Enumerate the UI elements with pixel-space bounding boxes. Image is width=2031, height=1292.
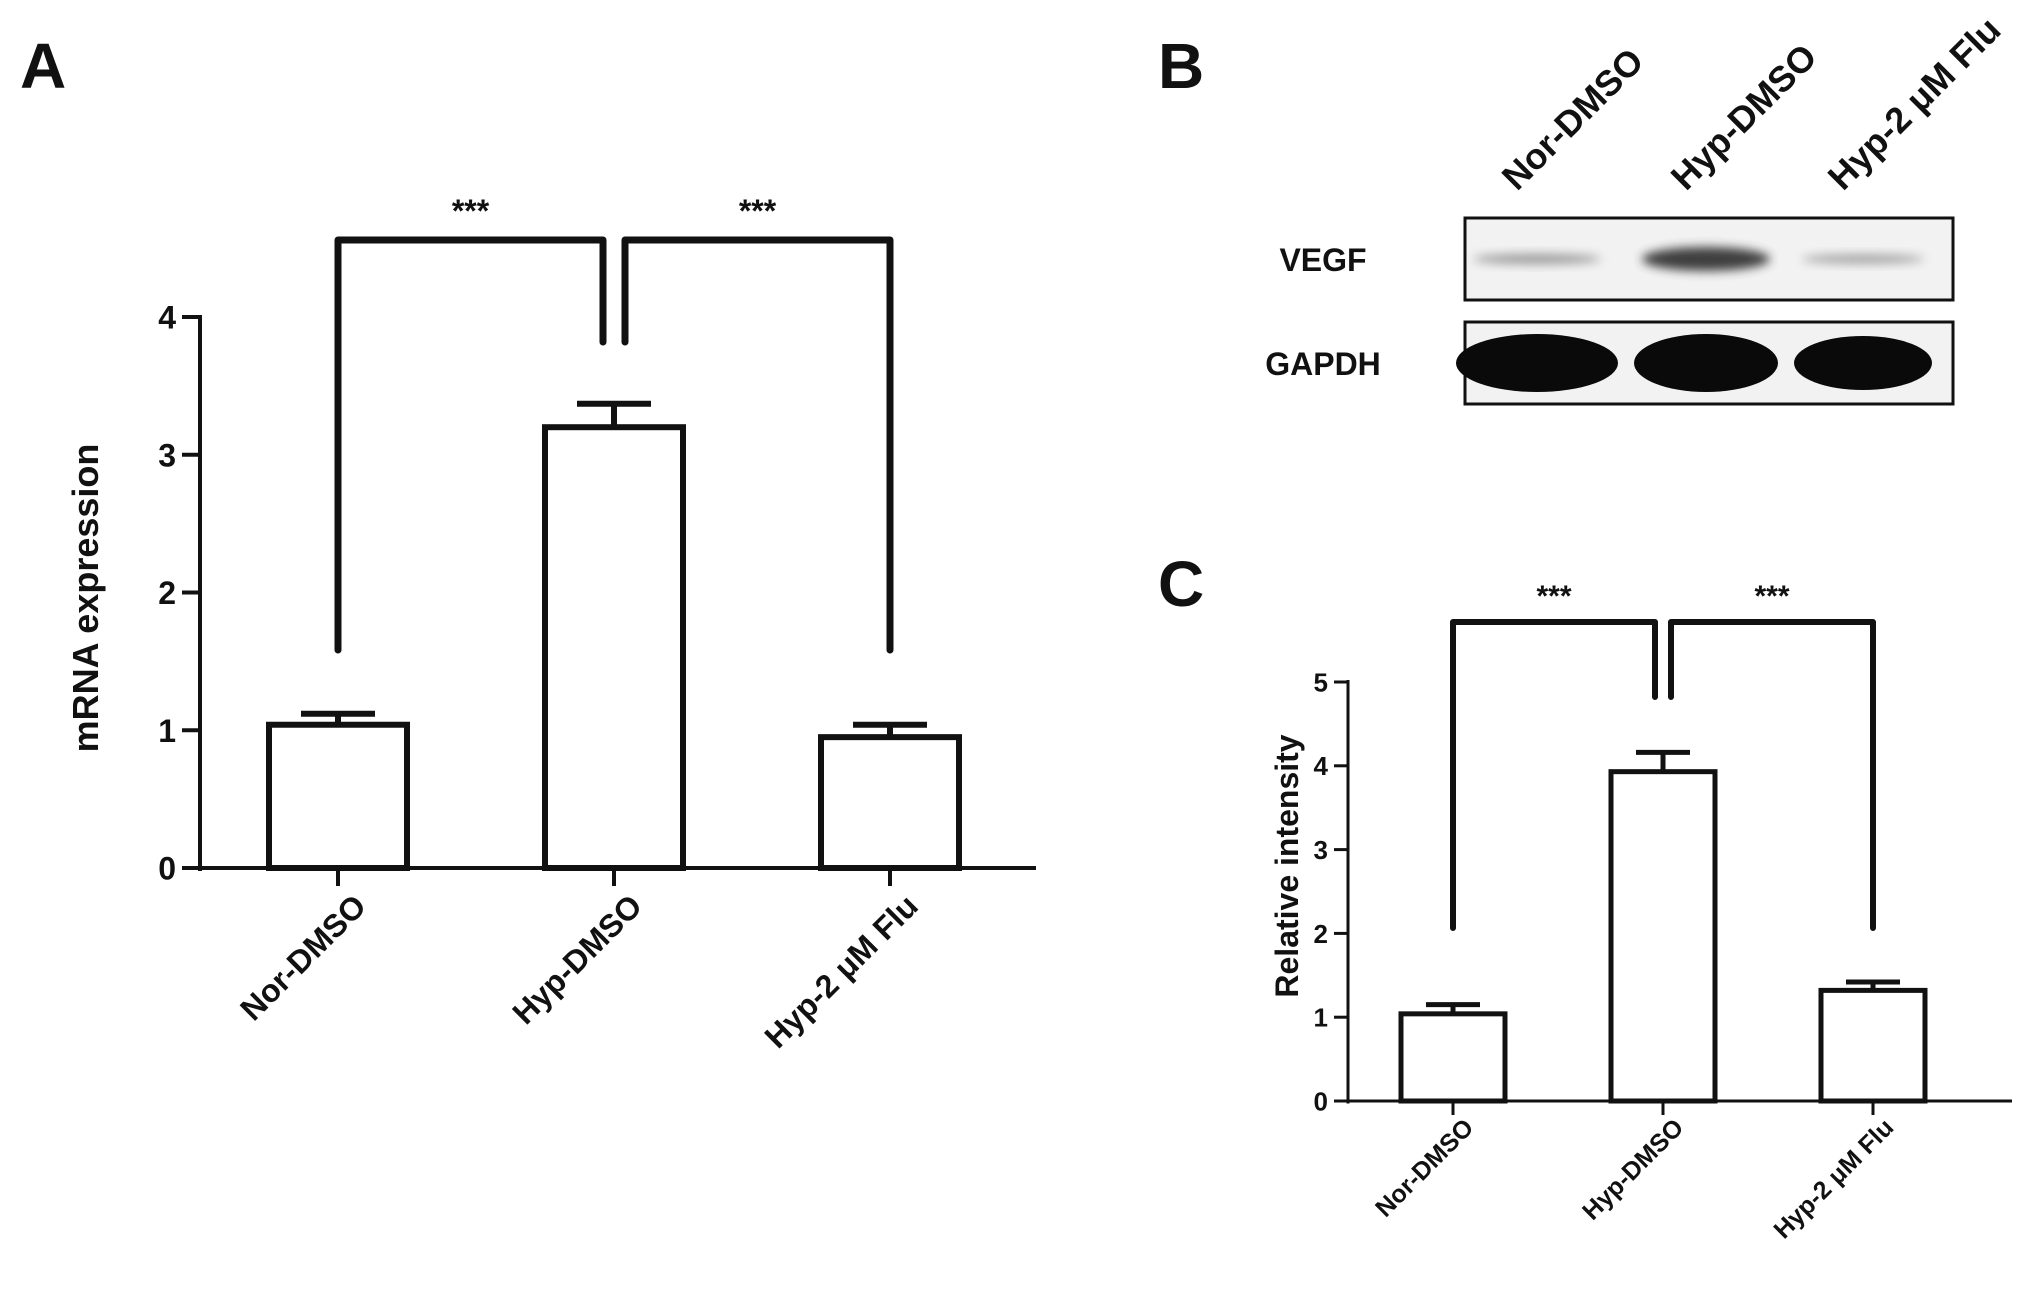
category-label-0: Nor-DMSO [233, 887, 373, 1027]
blot-label-0: VEGF [1279, 242, 1366, 278]
category-label-0: Nor-DMSO [1370, 1113, 1479, 1222]
panel-a-y-ticks: 0 1 2 3 4 [158, 300, 200, 887]
blot-gapdh: GAPDH [1265, 320, 1955, 406]
y-tick-label-1: 1 [158, 713, 176, 749]
panel-c-significance: *** *** [1450, 580, 1876, 931]
band-1-2 [1794, 336, 1932, 390]
band-0-1 [1642, 247, 1770, 271]
lane-label-2: Hyp-2 μM Flu [1820, 9, 2009, 198]
panel-c-category-labels: Nor-DMSO Hyp-DMSO Hyp-2 μM Flu [1370, 1113, 1899, 1244]
panel-a-y-axis-label: mRNA expression [65, 444, 106, 753]
significance-bracket-0 [1450, 619, 1658, 931]
panel-c-error-bars [1426, 749, 1900, 1014]
panel-a-bars [266, 424, 962, 872]
panel-c-axes [1346, 680, 2012, 1115]
band-1-1 [1634, 334, 1778, 392]
y-tick-label-3: 3 [158, 437, 176, 473]
category-label-2: Hyp-2 μM Flu [757, 887, 925, 1055]
lane-label-1: Hyp-DMSO [1663, 36, 1825, 198]
blot-vegf: VEGF [1279, 216, 1955, 302]
significance-label-1: *** [739, 193, 777, 229]
y-tick-label-0: 0 [1314, 1086, 1328, 1116]
bar-0 [266, 721, 410, 871]
y-tick-label-2: 2 [158, 575, 176, 611]
significance-label-0: *** [452, 193, 490, 229]
panel-b-letter: B [1158, 30, 1204, 102]
panel-c-y-ticks: 0 1 2 3 4 5 [1314, 667, 1348, 1116]
bar-0 [1398, 1011, 1508, 1104]
significance-bracket-1 [621, 236, 894, 654]
significance-bracket-0 [334, 236, 607, 654]
category-label-1: Hyp-DMSO [505, 887, 649, 1031]
y-tick-label-0: 0 [158, 851, 176, 887]
y-tick-label-5: 5 [1314, 667, 1328, 697]
panel-b-blots: VEGF GAPDH [1265, 216, 1955, 406]
bar-2 [1818, 987, 1928, 1104]
panel-a-bar-chart: A mRNA expression 0 1 2 3 4 *** *** Nor-DMSO H… [20, 30, 1036, 1055]
y-tick-label-3: 3 [1314, 835, 1328, 865]
bar-1 [1608, 769, 1718, 1104]
panel-a-category-labels: Nor-DMSO Hyp-DMSO Hyp-2 μM Flu [233, 887, 925, 1055]
band-0-2 [1802, 254, 1924, 264]
panel-a-axes [198, 315, 1036, 886]
blot-label-1: GAPDH [1265, 346, 1381, 382]
panel-c-bar-chart: C Relative intensity 0 1 2 3 4 5 *** *** Nor-D… [1158, 548, 2012, 1244]
lane-label-0: Nor-DMSO [1494, 40, 1652, 198]
panel-a-error-bars [301, 400, 927, 738]
significance-label-0: *** [1536, 580, 1571, 613]
category-label-1: Hyp-DMSO [1577, 1113, 1689, 1225]
y-tick-label-4: 4 [158, 300, 176, 336]
panel-c-bars [1398, 769, 1928, 1104]
y-tick-label-1: 1 [1314, 1003, 1328, 1033]
significance-label-1: *** [1754, 580, 1789, 613]
band-0-0 [1473, 254, 1601, 264]
panel-c-letter: C [1158, 548, 1204, 620]
significance-bracket-1 [1668, 619, 1876, 931]
y-tick-label-4: 4 [1314, 751, 1329, 781]
panel-c-y-axis-label: Relative intensity [1269, 734, 1305, 997]
panel-a-significance: *** *** [334, 193, 894, 654]
bar-1 [542, 424, 686, 871]
band-1-0 [1456, 334, 1618, 392]
category-label-2: Hyp-2 μM Flu [1768, 1113, 1899, 1244]
y-tick-label-2: 2 [1314, 919, 1328, 949]
bar-2 [818, 734, 962, 872]
panel-a-letter: A [20, 30, 66, 102]
